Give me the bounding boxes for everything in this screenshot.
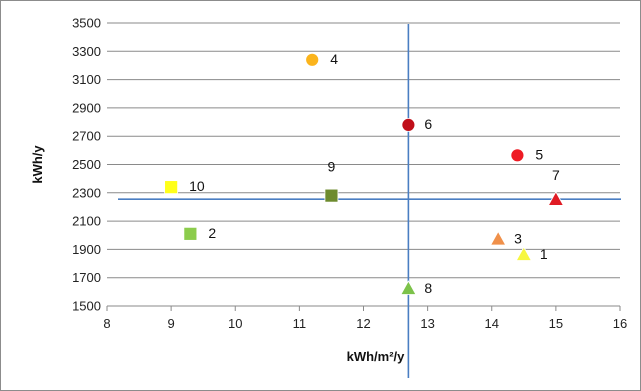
data-point-triangle [515,246,532,261]
data-point-label: 3 [514,230,522,246]
data-point-label: 10 [189,178,205,194]
y-tick-label: 2100 [72,214,101,229]
y-tick-label: 1500 [72,299,101,314]
data-point-label: 6 [424,116,432,132]
x-axis-title: kWh/m²/y [347,349,406,364]
y-tick-label: 3100 [72,72,101,87]
data-point-label: 7 [552,167,560,183]
y-tick-label: 2900 [72,100,101,115]
y-tick-label: 1900 [72,242,101,257]
data-point-label: 4 [330,51,338,67]
data-point-triangle [489,230,507,246]
data-point-triangle [547,191,565,206]
data-point-label: 8 [424,280,432,296]
x-tick-label: 16 [613,316,627,331]
x-tick-label: 12 [356,316,370,331]
data-point-square [164,180,179,195]
y-tick-label: 3300 [72,44,101,59]
data-point-label: 9 [328,159,336,175]
data-point-square [183,226,198,241]
x-tick-label: 13 [420,316,434,331]
data-point-label: 1 [540,246,548,262]
y-tick-label: 1700 [72,270,101,285]
x-tick-label: 9 [168,316,175,331]
y-tick-label: 2300 [72,185,101,200]
data-point-circle [305,52,320,67]
data-point-label: 5 [535,146,543,162]
data-point-circle [401,117,416,132]
data-point-circle [510,148,525,163]
data-point-square [324,188,339,203]
y-tick-label: 2500 [72,157,101,172]
x-tick-label: 8 [103,316,110,331]
x-tick-label: 15 [549,316,563,331]
x-tick-label: 10 [228,316,242,331]
y-tick-label: 3500 [72,16,101,31]
data-point-triangle [400,280,417,295]
y-axis-title: kWh/y [30,145,45,184]
x-tick-label: 14 [485,316,499,331]
x-tick-label: 11 [293,316,307,331]
y-tick-label: 2700 [72,129,101,144]
data-point-label: 2 [208,225,216,241]
